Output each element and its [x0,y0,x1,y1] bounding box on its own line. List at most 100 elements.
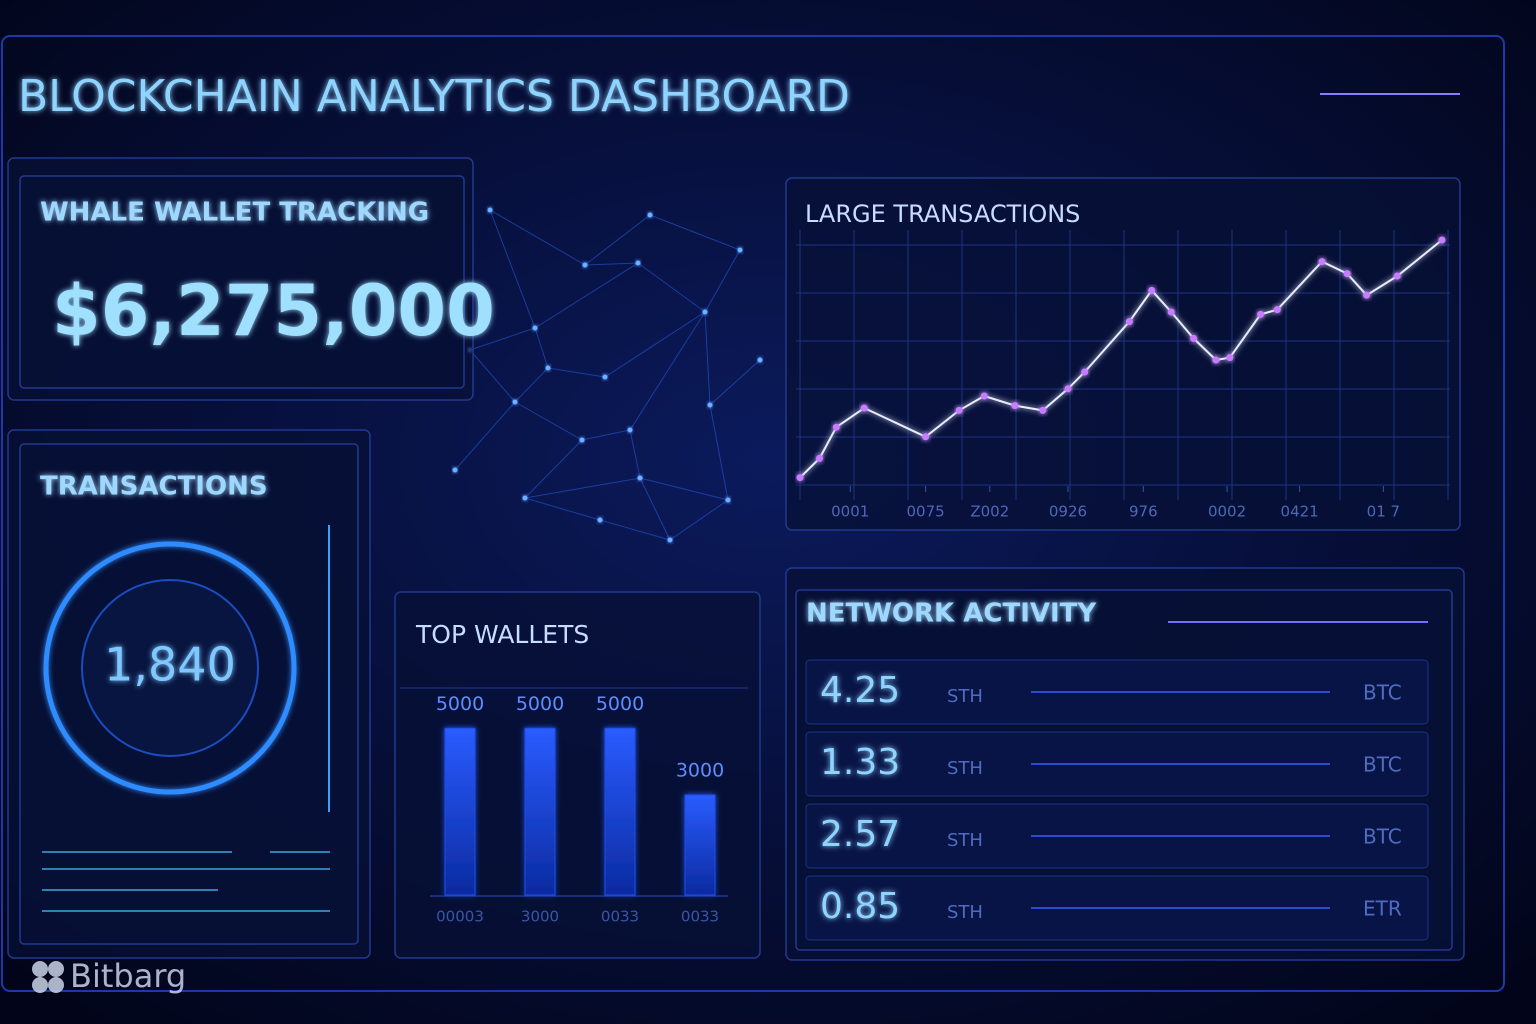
net-node [637,475,643,481]
line-point [955,406,963,414]
x-tick-label: 0033 [601,908,639,926]
whale-title: WHALE WALLET TRACKING [40,198,429,228]
line-point [1393,272,1401,280]
dashboard-title: BLOCKCHAIN ANALYTICS DASHBOARD [18,71,850,122]
net-edge [709,359,761,406]
net-node [579,437,585,443]
net-edge [649,214,741,251]
net-edge [534,262,639,329]
net-edge [584,214,651,266]
net-node [647,212,653,218]
net-node [582,262,588,268]
bar [444,727,476,896]
line-point [1343,270,1351,278]
x-tick-label: 0001 [831,503,869,521]
bar-value-label: 3000 [676,760,724,782]
bar-value-label: 5000 [436,693,484,715]
x-tick-label: 3000 [521,908,559,926]
whale-amount: $6,275,000 [52,270,495,352]
row-label: STH [947,830,983,851]
net-edge [604,311,706,378]
watermark: Bitbarg [70,957,186,995]
x-tick-label: Z002 [970,503,1009,521]
large-tx-panel [785,177,1461,531]
line-point [1148,286,1156,294]
row-value: 4.25 [820,670,900,711]
logo-dot [32,961,48,977]
bar [604,727,636,896]
net-edge [469,349,516,403]
net-node [737,247,743,253]
row-unit: BTC [1363,681,1402,705]
x-tick-label: 0926 [1049,503,1087,521]
line-point [1011,402,1019,410]
line-point [1190,334,1198,342]
net-edge [639,477,671,541]
line-point [1318,258,1326,266]
transactions-count: 1,840 [104,638,236,692]
row-unit: ETR [1363,897,1402,921]
line-point [860,404,868,412]
net-edge [469,327,536,351]
line-point [1257,310,1265,318]
net-edge [524,477,641,499]
x-tick-label: 0421 [1281,503,1319,521]
line-grid [796,230,1450,500]
line-point [832,423,840,431]
net-edge [489,209,586,266]
net-node [627,427,633,433]
net-node [487,207,493,213]
net-node [725,497,731,503]
net-edge [629,311,706,431]
net-node [452,467,458,473]
net-edge [669,499,729,541]
bar [524,727,556,896]
net-edge [639,477,729,501]
net-edge [489,209,536,329]
net-edge [704,249,741,313]
line-point [1064,385,1072,393]
net-edge [534,327,549,369]
line-series [799,239,1443,479]
bar-value-label: 5000 [596,693,644,715]
row-label: STH [947,686,983,707]
transactions-title: TRANSACTIONS [40,472,268,502]
decor-lines [42,851,330,912]
net-node [545,365,551,371]
net-node [597,517,603,523]
net-edge [637,262,706,313]
net-node [512,399,518,405]
net-node [532,325,538,331]
row-value: 2.57 [820,814,900,855]
net-edge [547,367,606,378]
ring-outer [43,541,297,795]
frame [1,35,1505,992]
line-point [1273,306,1281,314]
net-node [707,402,713,408]
net-node [635,260,641,266]
row-value: 1.33 [820,742,900,783]
line-point [1125,318,1133,326]
line-point [1226,354,1234,362]
line-point [1363,291,1371,299]
network-title: NETWORK ACTIVITY [806,599,1097,629]
net-edge [599,519,671,541]
watermark-logo [32,961,64,993]
net-node [522,495,528,501]
net-edge [524,439,583,499]
net-edge [514,367,549,403]
ring-inner [81,579,259,757]
net-edge [581,429,631,441]
line-point [816,454,824,462]
net-edge [524,497,601,521]
top-wallets-panel [394,591,761,959]
net-node [702,309,708,315]
large-tx-title: LARGE TRANSACTIONS [805,200,1080,228]
x-tick-label: 976 [1129,503,1158,521]
row-unit: BTC [1363,825,1402,849]
line-point [1167,308,1175,316]
line-point [1039,406,1047,414]
top-wallets-title: TOP WALLETS [415,620,589,649]
row-unit: BTC [1363,753,1402,777]
